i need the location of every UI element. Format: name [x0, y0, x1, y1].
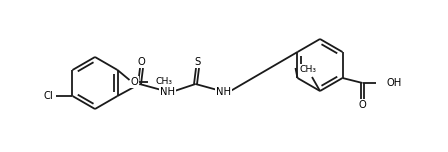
Text: CH₃: CH₃ — [300, 64, 316, 74]
Text: Cl: Cl — [43, 91, 53, 101]
Text: O: O — [138, 57, 146, 67]
Text: NH: NH — [216, 87, 231, 97]
Text: O: O — [131, 77, 138, 87]
Text: CH₃: CH₃ — [155, 78, 172, 86]
Text: S: S — [194, 57, 201, 67]
Text: NH: NH — [160, 87, 175, 97]
Text: OH: OH — [387, 78, 402, 88]
Text: O: O — [359, 100, 366, 110]
